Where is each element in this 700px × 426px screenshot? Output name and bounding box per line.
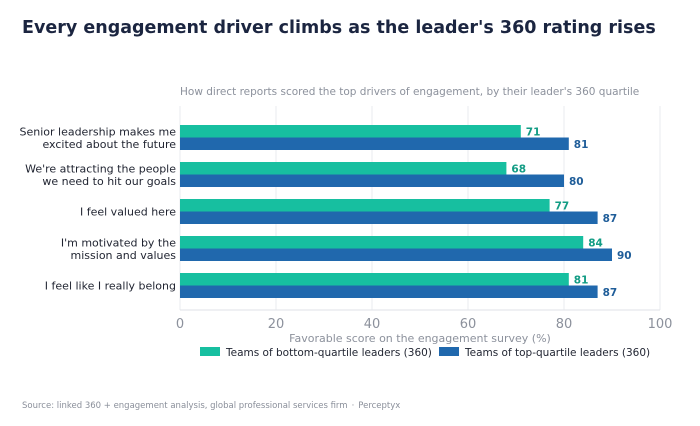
- source-text: Source: linked 360 + engagement analysis…: [22, 401, 348, 411]
- bar-top-quartile: [180, 211, 598, 224]
- category-label: I feel valued here: [80, 206, 176, 219]
- x-tick-label: 20: [268, 317, 285, 332]
- x-tick-label: 100: [648, 317, 673, 332]
- chart-title: Every engagement driver climbs as the le…: [22, 18, 656, 38]
- bar-top-quartile: [180, 248, 612, 261]
- category-label: Senior leadership makes me: [19, 125, 176, 138]
- x-tick-label: 0: [176, 317, 184, 332]
- x-tick-label: 60: [460, 317, 477, 332]
- chart-subtitle: How direct reports scored the top driver…: [180, 86, 639, 98]
- data-label: 80: [569, 176, 584, 188]
- x-tick-label: 80: [556, 317, 573, 332]
- category-label: excited about the future: [42, 138, 176, 151]
- category-label: I feel like I really belong: [45, 280, 176, 293]
- source-note: Source: linked 360 + engagement analysis…: [22, 401, 400, 411]
- data-label: 81: [574, 274, 589, 286]
- bar-bottom-quartile: [180, 162, 507, 175]
- category-label: mission and values: [71, 249, 177, 262]
- data-label: 90: [617, 250, 632, 262]
- category-label: We're attracting the people: [25, 162, 176, 175]
- legend-entry: Teams of top-quartile leaders (360): [464, 347, 650, 359]
- data-label: 71: [526, 126, 541, 138]
- bar-top-quartile: [180, 285, 598, 298]
- bar-bottom-quartile: [180, 273, 569, 286]
- x-tick-label: 40: [364, 317, 381, 332]
- category-label: I'm motivated by the: [61, 236, 176, 249]
- data-label: 81: [574, 139, 589, 151]
- bar-bottom-quartile: [180, 125, 521, 138]
- legend-entry: Teams of bottom-quartile leaders (360): [225, 347, 432, 359]
- data-label: 84: [588, 237, 603, 249]
- data-label: 68: [511, 163, 526, 175]
- x-tick-labels: 0 20 40 60 80 100: [176, 317, 673, 332]
- bar-bottom-quartile: [180, 199, 550, 212]
- bar-top-quartile: [180, 137, 569, 150]
- legend-swatch: [200, 347, 220, 356]
- bar-bottom-quartile: [180, 236, 584, 249]
- source-brand: Perceptyx: [358, 401, 401, 411]
- bar-top-quartile: [180, 174, 564, 187]
- data-label: 87: [603, 213, 618, 225]
- data-label: 77: [555, 200, 570, 212]
- x-axis-label: Favorable score on the engagement survey…: [289, 332, 551, 345]
- source-separator: ·: [351, 401, 355, 411]
- legend-swatch: [439, 347, 459, 356]
- category-label: we need to hit our goals: [42, 175, 176, 188]
- legend: Teams of bottom-quartile leaders (360) Te…: [200, 347, 650, 359]
- data-label: 87: [603, 287, 618, 299]
